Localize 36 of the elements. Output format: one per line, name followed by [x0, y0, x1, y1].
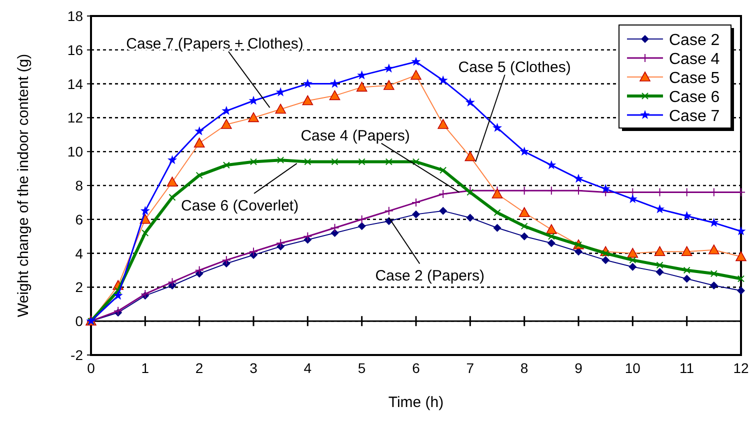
x-tick-label: 9	[574, 360, 583, 376]
y-tick-label: 14	[67, 76, 84, 92]
y-tick-label: 8	[75, 178, 84, 194]
y-tick-label: 10	[67, 144, 84, 160]
x-tick-label: 5	[358, 360, 366, 376]
y-tick-label: 12	[67, 110, 84, 126]
y-tick-label: 18	[67, 8, 84, 24]
x-tick-label: 11	[680, 360, 694, 376]
legend-label: Case 7	[669, 108, 720, 125]
x-tick-label: 0	[87, 360, 96, 376]
y-tick-label: 6	[75, 211, 84, 228]
y-tick-label: -2	[70, 347, 84, 363]
x-tick-label: 1	[141, 360, 150, 376]
x-tick-label: 6	[412, 360, 420, 376]
legend-label: Case 6	[669, 89, 720, 106]
annotation: Case 7 (Papers + Clothes)	[126, 36, 304, 53]
legend-label: Case 4	[669, 51, 720, 68]
x-tick-label: 7	[466, 360, 474, 376]
annotation: Case 2 (Papers)	[375, 268, 485, 285]
x-axis-title: Time (h)	[388, 394, 444, 411]
legend-label: Case 2	[669, 32, 720, 49]
annotation: Case 5 (Clothes)	[458, 58, 571, 76]
y-axis-title: Weight change of the indoor content (g)	[15, 54, 32, 318]
annotation: Case 4 (Papers)	[300, 127, 410, 144]
y-tick-label: 2	[75, 279, 84, 296]
legend-label: Case 5	[669, 70, 720, 87]
x-tick-label: 2	[195, 360, 204, 376]
y-tick-label: 4	[75, 245, 84, 262]
y-tick-label: 16	[67, 42, 84, 58]
x-tick-label: 3	[250, 360, 258, 376]
x-tick-label: 8	[520, 360, 528, 376]
x-tick-label: 12	[733, 360, 749, 376]
x-tick-label: 4	[304, 360, 312, 376]
y-tick-label: 0	[75, 313, 84, 330]
annotation: Case 6 (Coverlet)	[181, 197, 299, 214]
x-tick-label: 10	[624, 360, 641, 376]
